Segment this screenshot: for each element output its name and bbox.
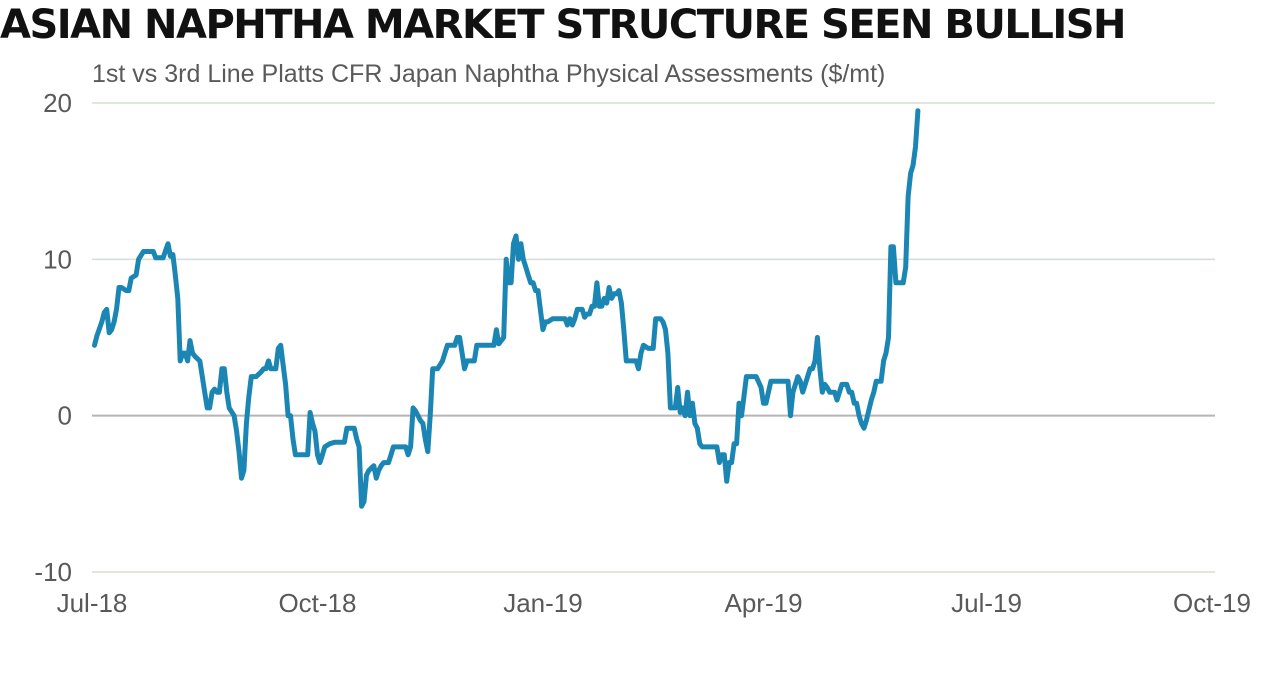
y-tick-label: 0 — [58, 401, 72, 431]
x-tick-label: Jul-19 — [951, 588, 1022, 618]
x-tick-label: Oct-18 — [278, 588, 356, 618]
x-tick-label: Oct-19 — [1173, 588, 1251, 618]
y-tick-label: -10 — [34, 557, 72, 587]
y-tick-label: 10 — [43, 244, 72, 274]
x-tick-label: Apr-19 — [724, 588, 802, 618]
x-axis-ticks: Jul-18 Oct-18 Jan-19 Apr-19 Jul-19 Oct-19 — [57, 588, 1251, 618]
gridlines — [92, 102, 1215, 573]
y-axis-ticks: -10 0 10 20 — [34, 88, 72, 587]
y-tick-label: 20 — [43, 88, 72, 118]
series-line — [92, 108, 921, 509]
chart-title: ASIAN NAPHTHA MARKET STRUCTURE SEEN BULL… — [0, 2, 1127, 48]
x-tick-label: Jul-18 — [57, 588, 128, 618]
chart-subtitle: 1st vs 3rd Line Platts CFR Japan Naphtha… — [92, 60, 886, 88]
series-layer — [92, 108, 921, 509]
x-tick-label: Jan-19 — [503, 588, 583, 618]
